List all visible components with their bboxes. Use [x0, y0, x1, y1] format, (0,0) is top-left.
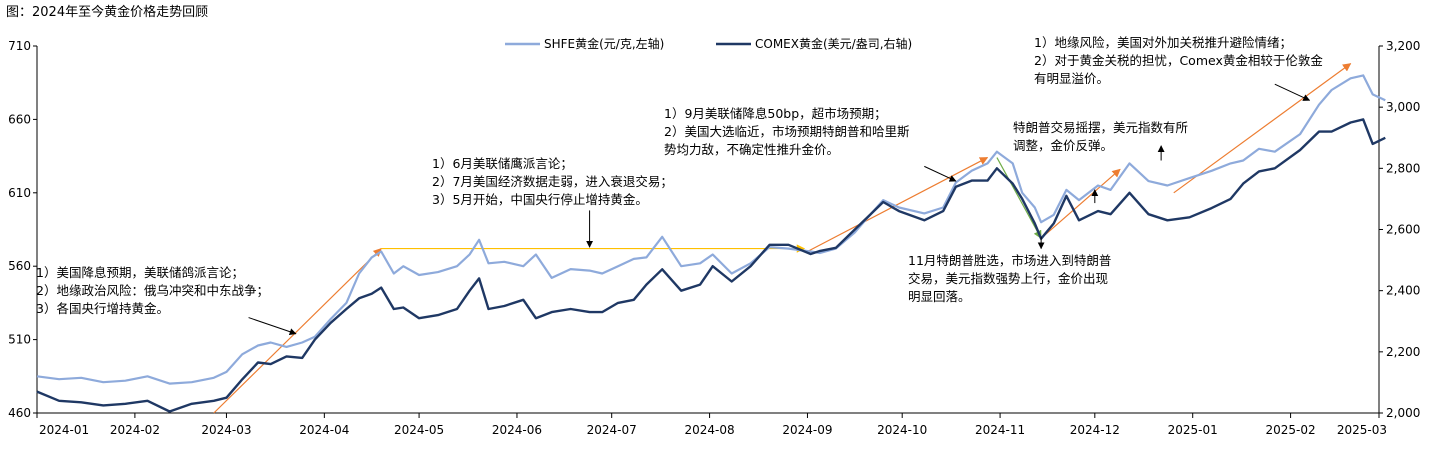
axes: 460 510 560 610 660 710 2,000 2,200 2,400 2,600 2,… — [8, 39, 1420, 437]
series-line-comex — [36, 118, 1386, 413]
y-right-tick-label: 2,400 — [1386, 284, 1420, 298]
annotation-line: 2）地缘政治风险：俄乌冲突和中东战争； — [36, 283, 269, 298]
annotation-trump-win: 11月特朗普胜选，市场进入到特朗普 交易，美元指数强势上行，金价出现 明显回落。 — [908, 252, 1111, 306]
y-right-tick-label: 2,800 — [1386, 161, 1420, 175]
y-left-tick-label: 510 — [8, 333, 31, 347]
x-tick-label: 2024-07 — [587, 423, 637, 437]
legend: SHFE黄金(元/克,左轴) COMEX黄金(美元/盎司,右轴) — [505, 36, 912, 51]
annotation-line: 1）9月美联储降息50bp，超市场预期； — [664, 106, 887, 121]
x-tick-label: 2024-03 — [201, 423, 251, 437]
annotation-line: 1）地缘风险，美国对外加关税推升避险情绪； — [1034, 35, 1292, 50]
x-tick-label: 2024-11 — [975, 423, 1025, 437]
trend-arrow — [1173, 63, 1352, 194]
x-tick-label: 2025-01 — [1168, 423, 1218, 437]
x-tick-label: 2024-09 — [782, 423, 832, 437]
trend-arrow — [1040, 168, 1121, 239]
annotation-q1-drivers: 1）美国降息预期，美联储鸽派言论； 2）地缘政治风险：俄乌冲突和中东战争； 3）… — [36, 264, 269, 318]
y-left-tick-label: 460 — [8, 406, 31, 420]
annotation-line: 3）5月开始，中国央行停止增持黄金。 — [432, 192, 648, 207]
y-right-tick-label: 2,600 — [1386, 223, 1420, 237]
x-tick-label: 2024-06 — [492, 423, 542, 437]
annotation-line: 2）美国大选临近，市场预期特朗普和哈里斯 — [664, 124, 910, 139]
annotation-line: 1）6月美联储鹰派言论； — [432, 156, 573, 171]
x-tick-label: 2024-01 — [39, 423, 89, 437]
annotation-line: 11月特朗普胜选，市场进入到特朗普 — [908, 253, 1112, 268]
trend-arrow — [996, 157, 1042, 240]
x-tick-label: 2024-04 — [299, 423, 349, 437]
annotation-line: 明显回落。 — [908, 289, 971, 304]
annotation-pointer-arrow — [924, 165, 957, 182]
y-right-tick-label: 3,200 — [1386, 39, 1420, 53]
x-tick-label: 2024-08 — [685, 423, 735, 437]
annotation-summer-range: 1）6月美联储鹰派言论； 2）7月美国经济数据走弱，进入衰退交易； 3）5月开始… — [432, 155, 673, 209]
series-line-shfe — [36, 74, 1386, 385]
annotation-line: 有明显溢价。 — [1034, 71, 1110, 86]
annotation-tariff-risk: 1）地缘风险，美国对外加关税推升避险情绪； 2）对于黄金关税的担忧，Comex黄… — [1034, 34, 1323, 88]
x-tick-label: 2025-03 — [1337, 423, 1387, 437]
y-left-tick-label: 610 — [8, 186, 31, 200]
annotation-trump-trade-swing: 特朗普交易摇摆，美元指数有所 调整，金价反弹。 — [1013, 119, 1188, 155]
annotation-pointer-arrow — [248, 317, 297, 336]
annotation-line: 2）对于黄金关税的担忧，Comex黄金相较于伦敦金 — [1034, 53, 1323, 68]
y-right-tick-label: 2,200 — [1386, 345, 1420, 359]
annotation-line: 3）各国央行增持黄金。 — [36, 301, 169, 316]
series-lines — [36, 74, 1386, 413]
figure-title: 图：2024年至今黄金价格走势回顾 — [6, 5, 209, 20]
annotation-line: 2）7月美国经济数据走弱，进入衰退交易； — [432, 174, 673, 189]
annotation-line: 特朗普交易摇摆，美元指数有所 — [1013, 120, 1189, 135]
y-left-tick-label: 560 — [8, 259, 31, 273]
x-tick-label: 2024-10 — [877, 423, 927, 437]
y-right-tick-label: 3,000 — [1386, 100, 1420, 114]
legend-label-comex: COMEX黄金(美元/盎司,右轴) — [755, 36, 912, 51]
annotation-line: 1）美国降息预期，美联储鸽派言论； — [36, 265, 244, 280]
pointer-arrows — [248, 83, 1311, 336]
annotation-pointer-arrow — [1274, 83, 1311, 101]
y-left-tick-label: 660 — [8, 112, 31, 126]
x-tick-label: 2024-12 — [1070, 423, 1120, 437]
x-tick-label: 2024-05 — [394, 423, 444, 437]
trend-arrow — [213, 247, 382, 414]
trend-arrow — [807, 157, 989, 253]
y-left-tick-label: 710 — [8, 39, 31, 53]
trend-arrows — [213, 63, 1352, 414]
legend-label-shfe: SHFE黄金(元/克,左轴) — [544, 36, 664, 51]
y-right-tick-label: 2,000 — [1386, 406, 1420, 420]
annotation-line: 势均力敌，不确定性推升金价。 — [664, 142, 840, 157]
annotation-line: 调整，金价反弹。 — [1013, 138, 1114, 153]
annotation-fed-cut-election: 1）9月美联储降息50bp，超市场预期； 2）美国大选临近，市场预期特朗普和哈里… — [664, 105, 909, 159]
x-tick-label: 2025-02 — [1266, 423, 1316, 437]
annotation-line: 交易，美元指数强势上行，金价出现 — [908, 271, 1109, 286]
x-tick-label: 2024-02 — [110, 423, 160, 437]
